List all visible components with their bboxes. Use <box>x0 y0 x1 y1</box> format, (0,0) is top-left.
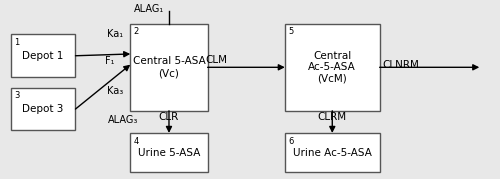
Bar <box>10 88 76 130</box>
Text: Central 5-ASA
(Vc): Central 5-ASA (Vc) <box>132 57 206 78</box>
Text: CLRM: CLRM <box>318 112 347 122</box>
Text: Depot 1: Depot 1 <box>22 51 64 61</box>
Bar <box>10 34 76 77</box>
Text: 5: 5 <box>288 27 294 36</box>
Text: CLR: CLR <box>158 112 179 122</box>
Text: Urine 5-ASA: Urine 5-ASA <box>138 147 200 158</box>
Text: 4: 4 <box>134 137 139 146</box>
Text: 6: 6 <box>288 137 294 146</box>
Text: Depot 3: Depot 3 <box>22 104 64 114</box>
Bar <box>285 24 380 111</box>
Text: CLNRM: CLNRM <box>382 60 419 70</box>
Text: Ka₃: Ka₃ <box>107 86 123 96</box>
Text: F₁: F₁ <box>106 56 115 66</box>
Text: Ka₁: Ka₁ <box>107 29 123 39</box>
Bar <box>285 133 380 172</box>
Bar <box>130 133 208 172</box>
Text: 3: 3 <box>14 91 20 100</box>
Bar <box>130 24 208 111</box>
Text: Urine Ac-5-ASA: Urine Ac-5-ASA <box>293 147 372 158</box>
Text: ALAG₃: ALAG₃ <box>108 115 138 125</box>
Text: 1: 1 <box>14 38 20 47</box>
Text: 2: 2 <box>134 27 139 36</box>
Text: Central
Ac-5-ASA
(VcM): Central Ac-5-ASA (VcM) <box>308 51 356 84</box>
Text: ALAG₁: ALAG₁ <box>134 4 164 14</box>
Text: CLM: CLM <box>205 55 227 65</box>
